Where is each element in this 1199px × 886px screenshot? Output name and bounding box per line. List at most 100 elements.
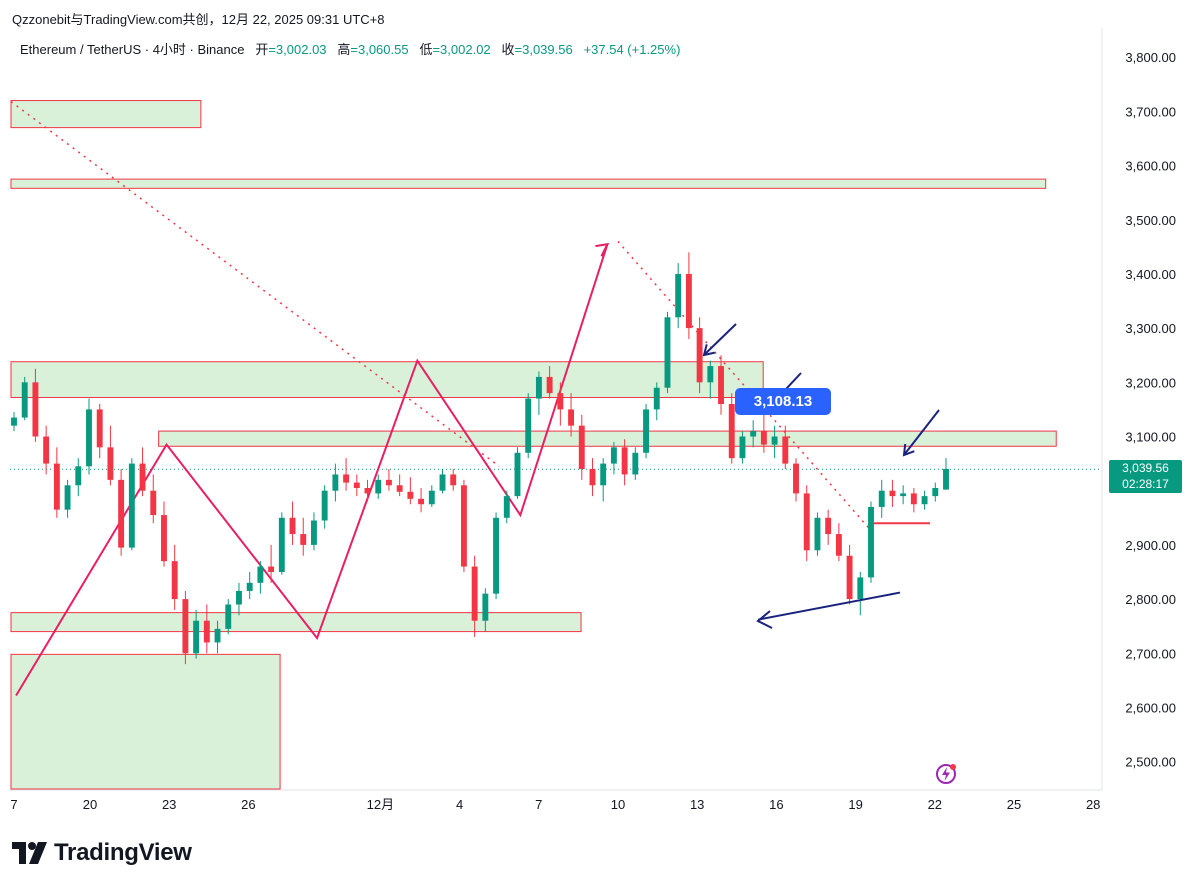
supply-demand-zone-1 [10,178,1047,189]
y-tick-label: 3,800.00 [1125,50,1176,65]
candle-body [43,436,50,464]
price-callout: 3,108.13 [735,388,831,415]
candle-body [418,498,425,505]
supply-demand-zone-2 [10,361,764,398]
bar-countdown: 02:28:17 [1122,477,1169,491]
candle-body [375,479,382,494]
open-label: 开 [255,42,269,57]
flash-icon[interactable] [935,763,957,785]
candle-body [718,366,724,404]
annotation-arrowhead-2 [902,443,915,457]
tradingview-logo-icon [12,842,47,864]
candle-body [353,482,360,488]
y-tick-label: 2,600.00 [1125,700,1176,715]
candle-body [75,466,82,486]
tradingview-logo[interactable]: TradingView [12,839,192,866]
candle-body [450,474,457,486]
candle-body [236,590,242,605]
candle-body [396,485,403,492]
candle-body [793,463,799,494]
candle-body [311,520,317,545]
candle-body [621,447,628,475]
y-tick-label: 2,800.00 [1125,592,1176,607]
x-tick-label: 16 [769,797,783,812]
candle-body [760,431,767,445]
x-tick-label: 7 [535,797,542,812]
candles-layer [11,252,949,665]
candle-body [257,566,264,583]
high-label: 高 [337,42,351,57]
candle-body [868,506,874,578]
candle-body [632,452,639,475]
candle-body [814,517,821,551]
candle-body [332,474,339,491]
support-arrowhead [756,610,773,629]
supply-demand-zone-4 [10,612,582,633]
y-axis[interactable]: 3,800.00 3,700.00 3,600.00 3,500.00 3,400.00… [1125,50,1176,769]
x-tick-label: 19 [848,797,862,812]
candle-body [696,328,703,383]
zones-layer [10,100,1057,790]
open-value: =3,002.03 [268,42,327,57]
candle-body [214,628,221,643]
low-label: 低 [419,42,433,57]
candle-body [943,469,949,490]
candle-body [568,409,575,426]
y-tick-label: 2,500.00 [1125,755,1176,770]
candle-body [150,490,157,516]
candle-body [921,496,928,505]
y-tick-label: 2,900.00 [1125,538,1176,553]
candle-body [439,474,446,491]
candle-body [343,474,350,483]
x-tick-label: 20 [83,797,97,812]
x-axis[interactable]: 7 20 23 26 12月 4 7 10 13 16 19 22 25 28 [10,797,1100,812]
candle-body [193,620,200,654]
symbol-label[interactable]: Ethereum / TetherUS · 4小时 · Binance [20,42,245,57]
dotted-trendline-0 [10,101,500,467]
candle-body [32,382,39,437]
candle-body [825,517,832,535]
candle-body [11,417,17,426]
candle-body [64,485,71,510]
candle-body [707,366,714,383]
candle-body [161,515,167,562]
drawings-layer [10,101,1102,697]
candle-body [643,409,649,453]
high-value: =3,060.55 [350,42,409,57]
candle-body [128,463,135,548]
candle-body [300,534,307,545]
candle-body [364,487,371,494]
x-tick-label: 26 [241,797,255,812]
support-trendline [757,591,901,621]
y-tick-label: 3,700.00 [1125,104,1176,119]
candle-body [139,463,146,491]
candle-body [514,452,521,497]
candle-body [203,620,210,643]
candle-body [803,493,810,551]
candle-body [385,479,392,486]
x-tick-label: 7 [10,797,17,812]
candle-body [171,561,178,600]
candle-body [96,409,103,448]
candle-body [182,599,189,654]
x-tick-label: 28 [1086,797,1100,812]
candle-body [600,463,607,486]
candle-body [910,493,917,505]
candle-body [664,317,671,388]
supply-demand-zone-5 [10,653,281,790]
tradingview-logo-text: TradingView [54,839,192,866]
candle-body [460,485,467,567]
candle-body [321,490,328,521]
y-tick-label: 3,500.00 [1125,213,1176,228]
y-tick-label: 3,300.00 [1125,321,1176,336]
candle-body [525,398,532,453]
annotation-arrowhead-0 [702,344,715,357]
candle-body [225,604,232,629]
candle-body [685,273,692,329]
candle-body [493,517,500,594]
close-value: =3,039.56 [514,42,573,57]
change-value: +37.54 (+1.25%) [583,42,681,57]
candle-body [835,534,842,556]
last-price: 3,039.56 [1122,461,1169,475]
